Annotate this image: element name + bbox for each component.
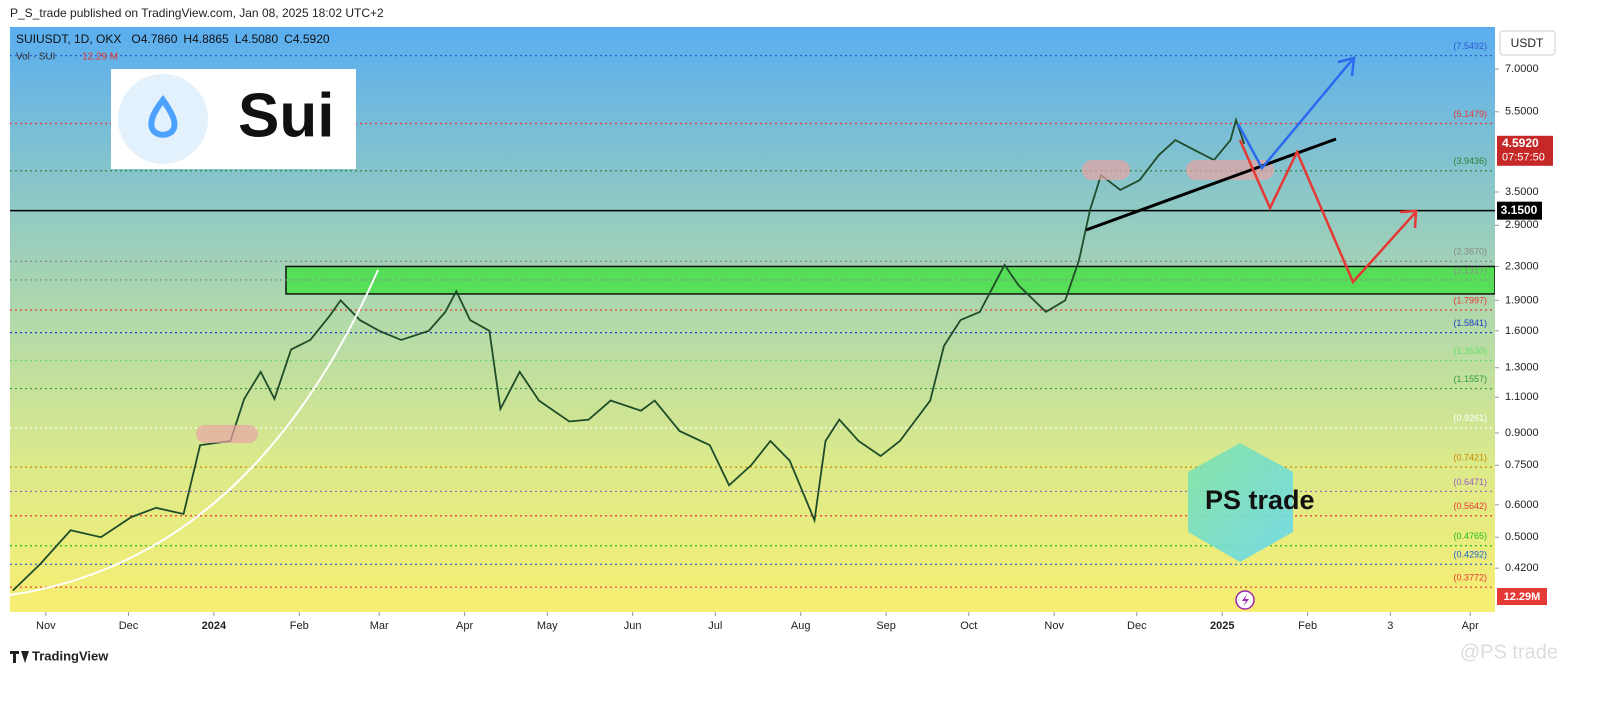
y-tick-label: 0.9000 xyxy=(1505,427,1539,439)
trendline xyxy=(1085,137,1337,232)
currency-button[interactable] xyxy=(1499,30,1556,56)
y-tick-label: 0.5000 xyxy=(1505,531,1539,543)
y-tick-label: 1.9000 xyxy=(1505,294,1539,306)
arrow-up xyxy=(1236,59,1353,171)
y-tick-label: 5.5000 xyxy=(1505,106,1539,118)
level-box xyxy=(1497,201,1542,220)
x-tick-label: Sep xyxy=(876,620,896,632)
x-tick-label: Feb xyxy=(290,620,309,632)
curve xyxy=(9,269,379,596)
fib-label: (3.9436) xyxy=(1453,156,1487,166)
volume-legend-value: 12.29 M xyxy=(82,52,118,63)
fib-label: (0.3772) xyxy=(1453,573,1487,583)
fib-label: (0.7421) xyxy=(1453,453,1487,463)
legend-value: L4.5080 xyxy=(235,32,279,46)
legend-value: O4.7860 xyxy=(131,32,177,46)
fib-label: (2.3670) xyxy=(1453,247,1487,257)
volume-legend: Vol · SUI xyxy=(16,52,55,63)
legend: SUIUSDT, 1D, OKX O4.7860 H4.8865 L4.5080 C4.… xyxy=(16,32,330,62)
y-tick-label: 0.7500 xyxy=(1505,459,1539,471)
last-price-box xyxy=(1497,135,1553,166)
y-tick-label: 3.5000 xyxy=(1505,186,1539,198)
footer: TradingView xyxy=(32,648,109,663)
axes: 7.0000 5.5000 3.5000 2.9000 2.3000 1.9000 1.60… xyxy=(36,63,1553,632)
last-price-label: 4.5920 xyxy=(1502,136,1539,150)
y-tick-label: 2.3000 xyxy=(1505,260,1539,272)
x-tick-label: May xyxy=(537,620,558,632)
y-tick-label: 0.4200 xyxy=(1505,562,1539,574)
y-tick-label: 2.9000 xyxy=(1505,219,1539,231)
x-tick-label: Nov xyxy=(1044,620,1064,632)
brand-text: PS trade xyxy=(1205,485,1315,515)
x-tick-label: Jul xyxy=(708,620,722,632)
brand-hexagon xyxy=(1188,443,1293,562)
fib-label: (7.5492) xyxy=(1453,41,1487,51)
x-tick-label: 2025 xyxy=(1210,620,1234,632)
logo-drop xyxy=(148,94,178,138)
volume-label: 12.29M xyxy=(1504,591,1541,603)
fib-label: (1.5841) xyxy=(1453,318,1487,328)
arrow-path xyxy=(1238,139,1416,285)
logo-circle xyxy=(118,74,208,164)
highlight xyxy=(196,425,258,443)
x-tick-label: Nov xyxy=(36,620,56,632)
time-axis xyxy=(10,612,1495,637)
price-line xyxy=(12,117,1246,592)
x-tick-label: Aug xyxy=(791,620,811,632)
header: P_S_trade published on TradingView.com, … xyxy=(10,6,384,20)
arrow-head xyxy=(1337,56,1356,77)
x-tick-label: Apr xyxy=(1462,620,1479,632)
tv-logo xyxy=(10,651,29,663)
watermark: @PS trade xyxy=(1460,641,1558,663)
x-tick-label: Oct xyxy=(960,620,977,632)
fib-label: (0.5642) xyxy=(1453,501,1487,511)
x-tick-label: Dec xyxy=(1127,620,1147,632)
arrow-head xyxy=(1399,209,1418,229)
x-tick-label: Feb xyxy=(1298,620,1317,632)
legend-symbol: SUIUSDT, 1D, OKX xyxy=(16,32,121,46)
volume-box xyxy=(1497,588,1547,605)
y-tick-label: 1.6000 xyxy=(1505,325,1539,337)
logo-text: Sui xyxy=(238,81,334,150)
y-tick-label: 1.3000 xyxy=(1505,362,1539,374)
countdown: 07:57:50 xyxy=(1502,152,1545,164)
currency: USDT xyxy=(1511,36,1544,50)
fib-label: (0.4292) xyxy=(1453,550,1487,560)
fib-label: (2.1317) xyxy=(1453,265,1487,275)
legend-value: H4.8865 xyxy=(183,32,229,46)
y-tick-label: 0.6000 xyxy=(1505,499,1539,511)
fib-label: (1.7997) xyxy=(1453,295,1487,305)
level-label: 3.1500 xyxy=(1501,203,1538,217)
price-axis xyxy=(1495,27,1560,637)
x-tick-label: Jun xyxy=(624,620,642,632)
fib-label: (5.1479) xyxy=(1453,109,1487,119)
x-tick-label: Dec xyxy=(119,620,139,632)
fib-label: (1.3530) xyxy=(1453,346,1487,356)
x-tick-label: Apr xyxy=(456,620,473,632)
x-tick-label: 3 xyxy=(1387,620,1393,632)
x-tick-label: Mar xyxy=(370,620,389,632)
x-tick-label: 2024 xyxy=(202,620,227,632)
fib-label: (0.4765) xyxy=(1453,531,1487,541)
flash-symbol xyxy=(1242,594,1249,607)
fib-label: (1.1557) xyxy=(1453,374,1487,384)
y-tick-label: 7.0000 xyxy=(1505,63,1539,75)
y-tick-label: 1.1000 xyxy=(1505,391,1539,403)
legend-value: C4.5920 xyxy=(284,32,330,46)
plot: (7.5492) (5.1479) (3.9436) (2.3670) (2.1317)… xyxy=(10,41,1496,592)
fib-label: (0.9261) xyxy=(1453,413,1487,423)
highlight xyxy=(1082,160,1130,180)
fib-label: (0.6471) xyxy=(1453,477,1487,487)
